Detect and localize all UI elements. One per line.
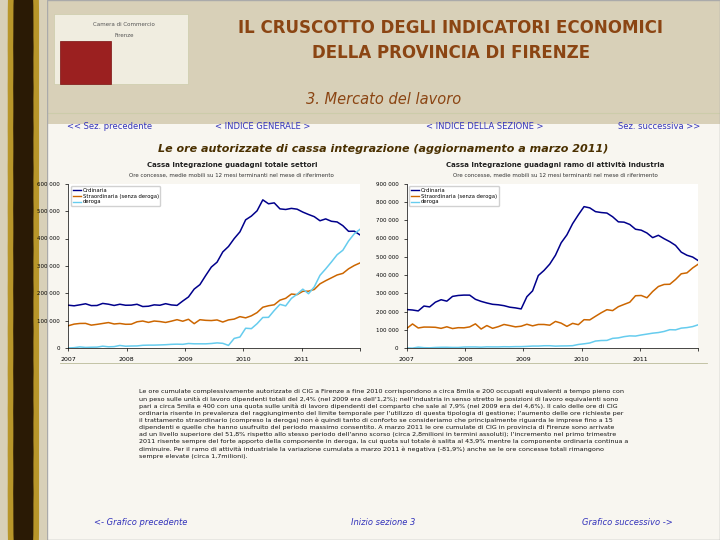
Circle shape — [14, 284, 33, 500]
Text: Sez. successiva >>: Sez. successiva >> — [618, 123, 700, 131]
Text: < INDICE GENERALE >: < INDICE GENERALE > — [215, 123, 310, 131]
Circle shape — [9, 340, 38, 540]
Circle shape — [9, 0, 38, 200]
Legend: Ordinaria, Straordinaria (senza deroga), deroga: Ordinaria, Straordinaria (senza deroga),… — [410, 186, 499, 206]
Circle shape — [14, 162, 33, 378]
Legend: Ordinaria, Straordinaria (senza deroga), deroga: Ordinaria, Straordinaria (senza deroga),… — [71, 186, 161, 206]
Circle shape — [14, 364, 33, 540]
FancyBboxPatch shape — [47, 124, 720, 540]
Text: <- Grafico precedente: <- Grafico precedente — [94, 518, 187, 527]
Circle shape — [14, 40, 33, 256]
Circle shape — [14, 202, 33, 418]
Circle shape — [14, 0, 33, 176]
Circle shape — [14, 324, 33, 540]
Text: << Sez. precedente: << Sez. precedente — [67, 123, 152, 131]
FancyBboxPatch shape — [53, 14, 188, 84]
Text: IL CRUSCOTTO DEGLI INDICATORI ECONOMICI
DELLA PROVINCIA DI FIRENZE: IL CRUSCOTTO DEGLI INDICATORI ECONOMICI … — [238, 19, 663, 62]
Text: Cassa Integrazione guadagni totale settori: Cassa Integrazione guadagni totale setto… — [147, 162, 318, 168]
Text: Ore concesse, medie mobili su 12 mesi terminanti nel mese di riferimento: Ore concesse, medie mobili su 12 mesi te… — [453, 173, 657, 178]
Text: Firenze: Firenze — [114, 32, 134, 38]
Circle shape — [9, 97, 38, 443]
Circle shape — [9, 219, 38, 540]
Text: Grafico successivo ->: Grafico successivo -> — [582, 518, 673, 527]
Circle shape — [9, 0, 38, 240]
Circle shape — [9, 0, 38, 321]
Text: < INDICE DELLA SEZIONE >: < INDICE DELLA SEZIONE > — [426, 123, 543, 131]
Circle shape — [9, 16, 38, 362]
Circle shape — [9, 178, 38, 524]
Circle shape — [14, 243, 33, 459]
Text: Ore concesse, medie mobili su 12 mesi terminanti nel mese di riferimento: Ore concesse, medie mobili su 12 mesi te… — [130, 173, 334, 178]
Circle shape — [14, 405, 33, 540]
Polygon shape — [60, 40, 111, 84]
Circle shape — [9, 259, 38, 540]
Circle shape — [14, 81, 33, 297]
Circle shape — [9, 300, 38, 540]
Circle shape — [14, 0, 33, 216]
Text: Le ore cumulate complessivamente autorizzate di CIG a Firenze a fine 2010 corris: Le ore cumulate complessivamente autoriz… — [139, 389, 628, 459]
Circle shape — [9, 57, 38, 402]
Circle shape — [9, 138, 38, 483]
Text: Cassa Integrazione guadagni ramo di attività Industria: Cassa Integrazione guadagni ramo di atti… — [446, 162, 665, 168]
Text: Le ore autorizzate di cassa integrazione (aggiornamento a marzo 2011): Le ore autorizzate di cassa integrazione… — [158, 144, 608, 153]
Text: 3. Mercato del lavoro: 3. Mercato del lavoro — [306, 92, 461, 107]
Circle shape — [14, 122, 33, 338]
Circle shape — [9, 0, 38, 281]
Text: Inizio sezione 3: Inizio sezione 3 — [351, 518, 415, 527]
Text: Camera di Commercio: Camera di Commercio — [94, 22, 155, 27]
Circle shape — [14, 0, 33, 135]
